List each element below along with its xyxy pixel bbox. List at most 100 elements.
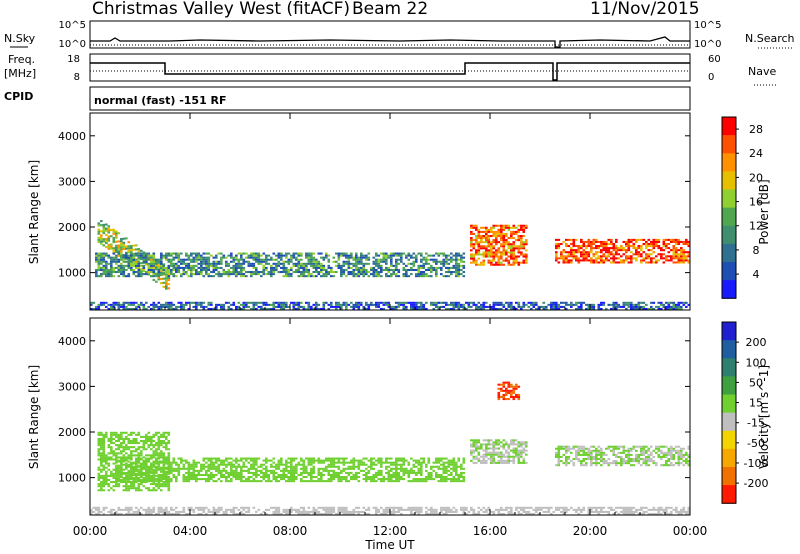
heatmap-cell	[307, 254, 311, 257]
heatmap-cell	[215, 459, 218, 462]
heatmap-cell	[280, 256, 283, 259]
heatmap-cell	[500, 232, 503, 235]
heatmap-cell	[227, 480, 231, 483]
beam-label: Beam 22	[352, 0, 428, 19]
heatmap-cell	[142, 476, 146, 479]
heatmap-cell	[517, 461, 521, 464]
heatmap-cell	[312, 465, 316, 468]
heatmap-cell	[375, 473, 378, 477]
heatmap-cell	[660, 249, 663, 252]
heatmap-cell	[365, 467, 368, 470]
heatmap-cell	[227, 305, 231, 308]
heatmap-cell	[682, 453, 686, 456]
heatmap-cell	[642, 257, 646, 260]
heatmap-cell	[120, 266, 123, 269]
heatmap-cell	[430, 268, 433, 272]
heatmap-cell	[235, 254, 238, 257]
heatmap-cell	[147, 437, 151, 440]
heatmap-cell	[330, 465, 333, 468]
heatmap-cell	[507, 226, 511, 229]
heatmap-cell	[325, 273, 328, 276]
heatmap-cell	[237, 476, 241, 479]
heatmap-cell	[655, 451, 658, 454]
heatmap-cell	[177, 471, 181, 474]
heatmap-cell	[132, 431, 136, 434]
heatmap-cell	[472, 301, 476, 304]
heatmap-cell	[612, 303, 616, 306]
heatmap-cell	[407, 301, 411, 304]
heatmap-cell	[382, 268, 386, 272]
heatmap-cell	[627, 451, 631, 454]
heatmap-cell	[335, 264, 338, 267]
heatmap-cell	[457, 480, 461, 483]
heatmap-cell	[612, 255, 616, 258]
heatmap-cell	[617, 257, 621, 260]
heatmap-cell	[255, 473, 258, 477]
heatmap-cell	[675, 238, 678, 241]
heatmap-cell	[332, 471, 336, 474]
heatmap-cell	[435, 459, 438, 462]
heatmap-cell	[470, 445, 473, 448]
heatmap-cell	[470, 443, 473, 446]
heatmap-cell	[380, 258, 383, 261]
heatmap-cell	[450, 459, 453, 462]
heatmap-cell	[105, 483, 108, 486]
heatmap-cell	[387, 303, 391, 306]
heatmap-cell	[142, 467, 146, 470]
heatmap-cell	[400, 463, 403, 466]
heatmap-cell	[477, 459, 481, 462]
heatmap-cell	[372, 457, 376, 460]
heatmap-cell	[372, 256, 376, 259]
heatmap-cell	[632, 257, 636, 260]
heatmap-cell	[577, 307, 581, 310]
heatmap-cell	[165, 476, 168, 479]
heatmap-cell	[152, 487, 156, 490]
heatmap-cell	[160, 282, 163, 285]
heatmap-cell	[165, 483, 168, 486]
heatmap-cell	[130, 307, 133, 310]
heatmap-cell	[500, 230, 503, 233]
heatmap-cell	[590, 451, 593, 454]
heatmap-cell	[137, 303, 141, 306]
heatmap-cell	[635, 453, 638, 456]
heatmap-cell	[97, 478, 101, 482]
heatmap-cell	[675, 257, 678, 260]
heatmap-cell	[150, 456, 153, 459]
heatmap-cell	[265, 258, 268, 261]
heatmap-cell	[132, 487, 136, 490]
heatmap-cell	[285, 476, 288, 479]
heatmap-cell	[107, 225, 111, 228]
heatmap-cell	[240, 473, 243, 477]
heatmap-cell	[112, 241, 116, 244]
heatmap-cell	[397, 262, 401, 265]
heatmap-cell	[212, 463, 216, 466]
heatmap-cell	[422, 459, 426, 462]
heatmap-cell	[670, 259, 673, 262]
heatmap-cell	[292, 469, 296, 472]
heatmap-cell	[100, 273, 103, 276]
heatmap-cell	[632, 307, 636, 310]
heatmap-cell	[240, 478, 243, 481]
heatmap-cell	[125, 247, 128, 250]
heatmap-cell	[350, 467, 353, 470]
heatmap-cell	[317, 461, 321, 464]
heatmap-cell	[460, 305, 463, 308]
heatmap-cell	[127, 275, 131, 278]
heatmap-cell	[197, 252, 201, 255]
heatmap-cell	[390, 256, 393, 259]
heatmap-cell	[420, 307, 423, 310]
heatmap-cell	[515, 393, 518, 396]
heatmap-cell	[160, 454, 163, 457]
heatmap-cell	[310, 478, 313, 481]
heatmap-cell	[392, 476, 396, 479]
heatmap-cell	[345, 467, 348, 470]
heatmap-cell	[200, 303, 203, 306]
heatmap-cell	[120, 473, 123, 477]
heatmap-cell	[495, 263, 498, 266]
heatmap-cell	[555, 245, 558, 248]
heatmap-cell	[352, 476, 356, 479]
heatmap-cell	[327, 307, 331, 310]
heatmap-cell	[255, 476, 258, 479]
heatmap-cell	[282, 469, 286, 472]
heatmap-cell	[137, 442, 141, 445]
